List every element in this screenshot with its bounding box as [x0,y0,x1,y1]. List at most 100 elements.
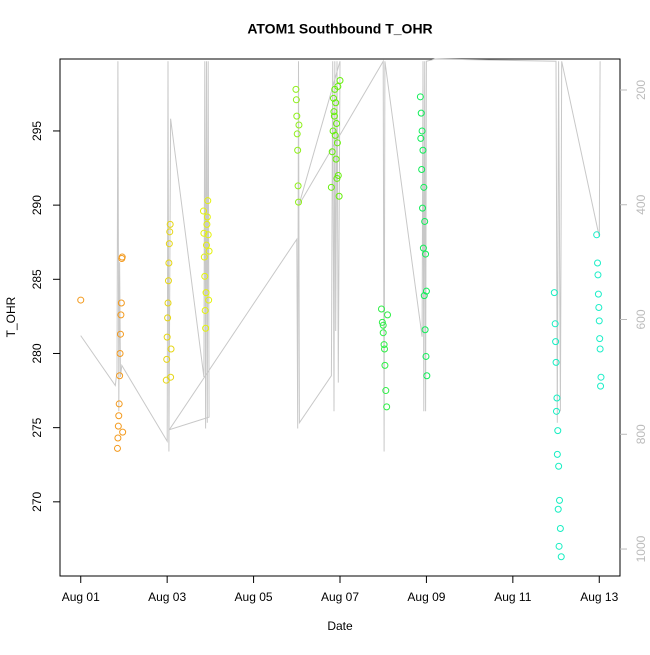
point [596,335,604,343]
point [163,355,171,363]
point [164,277,172,285]
point [204,197,212,205]
point [334,82,342,90]
point [292,96,300,104]
point [200,229,208,237]
point [202,241,210,249]
point [77,296,85,304]
point [593,231,601,239]
point [119,428,127,436]
point [550,289,558,297]
point [117,311,125,319]
point [330,94,338,102]
point [164,299,172,307]
point [200,253,208,261]
point [595,303,603,311]
point [293,112,301,120]
point [418,166,426,174]
point [551,320,559,328]
point [553,450,561,458]
point [422,352,430,360]
point [203,213,211,221]
point [166,220,174,228]
point [201,306,209,314]
point [379,329,387,337]
y2-tick-label: 400 [634,194,648,214]
point [420,292,428,300]
point [419,244,427,252]
y-tick-label: 275 [30,417,44,437]
point [381,345,389,353]
x-tick-label: Aug 07 [321,590,359,604]
point [117,299,125,307]
point [557,553,565,561]
point [331,131,339,139]
point [335,192,343,200]
point [419,146,427,154]
x-tick-label: Aug 11 [494,590,531,604]
point [422,250,430,258]
point [165,259,173,267]
point [553,394,561,402]
y-tick-label: 270 [30,491,44,511]
x-tick-label: Aug 13 [580,590,618,604]
y2-tick-label: 1000 [634,535,648,562]
point [332,155,340,163]
point [328,148,336,156]
x-tick-label: Aug 01 [62,590,100,604]
point [594,271,602,279]
point [377,305,385,313]
point [333,174,341,182]
point [292,85,300,93]
point [419,204,427,212]
point [329,127,337,135]
point [336,77,344,85]
point [378,318,386,326]
y2-tick-label: 200 [634,80,648,100]
point [202,324,210,332]
point [332,99,340,107]
point [115,412,123,420]
point [163,333,171,341]
point [294,146,302,154]
point [555,542,563,550]
point [164,314,172,322]
y2-tick-label: 800 [634,424,648,444]
point [595,317,603,325]
point [118,253,126,261]
point [594,259,602,267]
point [116,372,124,380]
point [330,112,338,120]
point [205,247,213,255]
point [330,108,338,116]
y-tick-label: 295 [30,121,44,141]
point [114,422,122,430]
point [327,183,335,191]
point [166,228,174,236]
point [199,207,207,215]
point [418,127,426,135]
point [421,217,429,225]
point [333,120,341,128]
x-tick-label: Aug 03 [148,590,186,604]
point [382,387,390,395]
pressure-line [80,58,601,452]
y-tick-label: 290 [30,195,44,215]
point [115,400,123,408]
y2-tick-label: 600 [634,309,648,329]
point [379,321,387,329]
x-tick-label: Aug 05 [235,590,273,604]
point [417,109,425,117]
point [556,496,564,504]
point [597,373,605,381]
point [294,182,302,190]
point [384,311,392,319]
point [422,287,430,295]
point [293,130,301,138]
point [383,403,391,411]
point [116,349,124,357]
point [167,373,175,381]
point [167,345,175,353]
